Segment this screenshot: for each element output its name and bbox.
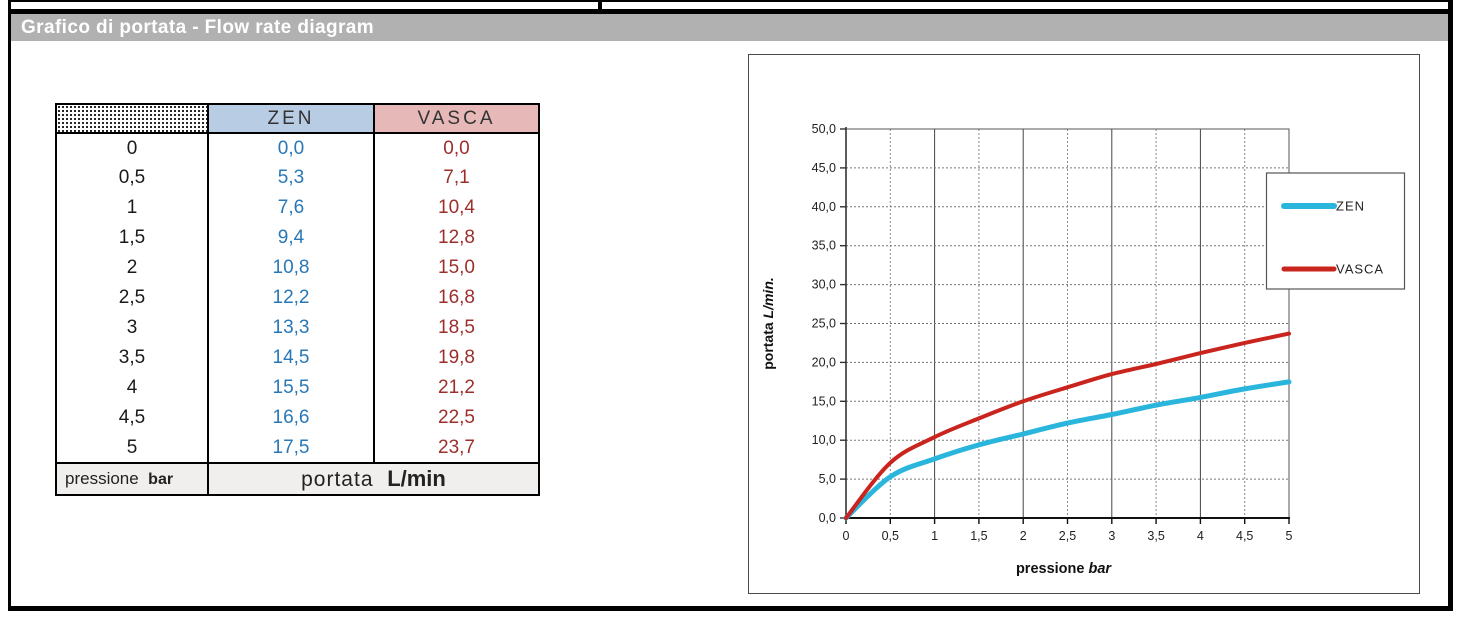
legend-label-zen: ZEN [1336, 199, 1365, 214]
x-tick-label: 0 [843, 529, 850, 543]
x-tick-label: 2,5 [1059, 529, 1076, 543]
vasca-value: 19,8 [373, 343, 540, 373]
flow-unit-label: portata L/min [207, 462, 540, 496]
zen-value: 10,8 [207, 253, 375, 283]
y-tick-label: 50,0 [812, 122, 836, 136]
y-tick-label: 45,0 [812, 161, 836, 175]
zen-value: 12,2 [207, 283, 375, 313]
series-line-zen [843, 379, 1292, 521]
table-row: 3,5 14,5 19,8 [55, 343, 540, 373]
vasca-value: 12,8 [373, 223, 540, 253]
series-line-vasca [844, 331, 1291, 520]
x-tick-label: 4 [1197, 529, 1204, 543]
vasca-value: 22,5 [373, 403, 540, 433]
zen-column-header: ZEN [207, 103, 375, 134]
y-tick-label: 10,0 [812, 433, 836, 447]
zen-value: 15,5 [207, 373, 375, 403]
pressure-value: 2 [55, 253, 209, 283]
zen-value: 14,5 [207, 343, 375, 373]
y-tick-label: 20,0 [812, 355, 836, 369]
table-footer-row: pressione bar portata L/min [55, 462, 540, 496]
pressure-value: 5 [55, 433, 209, 464]
page-border-top [8, 0, 1453, 2]
x-tick-label: 1 [931, 529, 938, 543]
pressure-unit-label: pressione bar [55, 462, 209, 496]
x-tick-label: 2 [1020, 529, 1027, 543]
pressure-value: 0 [55, 132, 209, 163]
vasca-value: 15,0 [373, 253, 540, 283]
vasca-value: 21,2 [373, 373, 540, 403]
page-border-right [1448, 0, 1453, 611]
top-row-divider [598, 0, 602, 10]
zen-value: 9,4 [207, 223, 375, 253]
x-tick-label: 3 [1108, 529, 1115, 543]
pressure-label: pressione [65, 469, 139, 488]
legend-label-vasca: VASCA [1336, 262, 1384, 277]
y-tick-label: 40,0 [812, 200, 836, 214]
table-row: 2,5 12,2 16,8 [55, 283, 540, 313]
y-axis-title: portata L/min. [760, 277, 776, 370]
vasca-value: 10,4 [373, 193, 540, 223]
x-tick-label: 4,5 [1236, 529, 1253, 543]
pressure-value: 4 [55, 373, 209, 403]
pressure-value: 3 [55, 313, 209, 343]
y-tick-label: 25,0 [812, 317, 836, 331]
table-row: 5 17,5 23,7 [55, 433, 540, 464]
zen-value: 17,5 [207, 433, 375, 464]
table-row: 4 15,5 21,2 [55, 373, 540, 403]
page-border-bottom [8, 606, 1453, 611]
vasca-value: 23,7 [373, 433, 540, 464]
table-row: 1,5 9,4 12,8 [55, 223, 540, 253]
flow-label: portata [301, 468, 374, 491]
vasca-value: 7,1 [373, 163, 540, 193]
pressure-value: 4,5 [55, 403, 209, 433]
zen-value: 5,3 [207, 163, 375, 193]
table-row: 4,5 16,6 22,5 [55, 403, 540, 433]
table-row: 1 7,6 10,4 [55, 193, 540, 223]
x-tick-label: 0,5 [882, 529, 899, 543]
page-border-left [8, 0, 11, 611]
vasca-value: 16,8 [373, 283, 540, 313]
header-separator [8, 9, 1453, 14]
section-title: Grafico di portata - Flow rate diagram [11, 14, 1448, 41]
x-tick-label: 1,5 [970, 529, 987, 543]
zen-value: 7,6 [207, 193, 375, 223]
x-axis-title: pressione bar [1016, 561, 1112, 577]
y-tick-label: 15,0 [812, 394, 836, 408]
zen-value: 16,6 [207, 403, 375, 433]
flow-rate-chart-container: 0 0,5 1 1,5 2 2,5 3 3,5 4 4,5 5 0,0 5,0 10,0 15,0 20,0 2… [748, 54, 1420, 594]
zen-value: 13,3 [207, 313, 375, 343]
pressure-value: 2,5 [55, 283, 209, 313]
pattern-header-cell [55, 103, 209, 134]
x-tick-label: 5 [1286, 529, 1293, 543]
flow-unit: L/min [387, 466, 446, 491]
table-row: 0,5 5,3 7,1 [55, 163, 540, 193]
pressure-value: 1 [55, 193, 209, 223]
table-header-row: ZEN VASCA [55, 103, 540, 134]
y-tick-label: 30,0 [812, 278, 836, 292]
y-tick-label: 35,0 [812, 239, 836, 253]
pressure-value: 1,5 [55, 223, 209, 253]
table-row: 2 10,8 15,0 [55, 253, 540, 283]
pressure-value: 0,5 [55, 163, 209, 193]
y-tick-label: 5,0 [819, 472, 836, 486]
flow-rate-chart: 0 0,5 1 1,5 2 2,5 3 3,5 4 4,5 50,05,010,015,020,02… [760, 122, 1406, 577]
y-tick-label: 0,0 [819, 511, 836, 525]
vasca-value: 18,5 [373, 313, 540, 343]
x-tick-label: 3,5 [1147, 529, 1164, 543]
vasca-column-header: VASCA [373, 103, 540, 134]
zen-value: 0,0 [207, 132, 375, 163]
pressure-unit: bar [148, 471, 174, 488]
pressure-value: 3,5 [55, 343, 209, 373]
table-row: 3 13,3 18,5 [55, 313, 540, 343]
vasca-value: 0,0 [373, 132, 540, 163]
flow-rate-table: ZEN VASCA 0 0,0 0,0 0,5 5,3 7,1 1 7,6 10,4 1,5 9,4… [55, 103, 540, 496]
table-row: 0 0,0 0,0 [55, 132, 540, 163]
